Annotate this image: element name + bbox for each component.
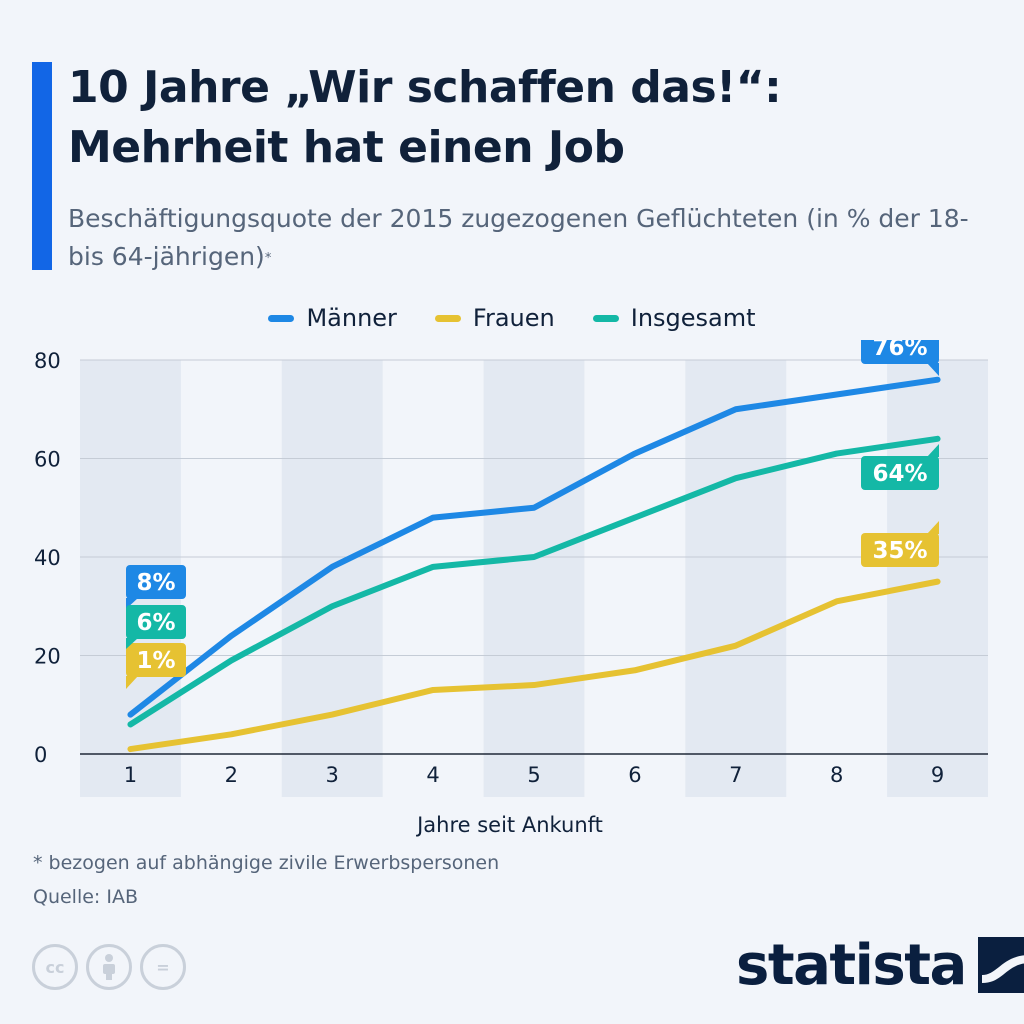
data-label-text: 35%	[872, 538, 927, 564]
data-label-insgesamt: 6%	[126, 605, 186, 649]
data-label-männer: 8%	[126, 565, 186, 609]
x-tick-label: 4	[426, 763, 439, 787]
data-label-pointer	[126, 676, 138, 689]
data-label-pointer	[927, 521, 939, 534]
x-tick-label: 5	[527, 763, 540, 787]
y-tick-label: 40	[34, 546, 61, 570]
data-label-box	[126, 565, 186, 599]
legend-item-maenner: Männer	[268, 300, 397, 336]
data-label-box	[861, 533, 939, 567]
legend-swatch-maenner	[268, 314, 295, 322]
y-tick-label: 80	[34, 349, 61, 373]
chart-title: 10 Jahre „Wir schaffen das!“: Mehrheit h…	[68, 62, 782, 173]
data-label-box	[861, 340, 939, 364]
x-tick-label: 6	[628, 763, 641, 787]
data-label-frauen: 35%	[861, 521, 939, 567]
footnote: * bezogen auf abhängige zivile Erwerbspe…	[33, 852, 500, 874]
y-tick-label: 20	[34, 645, 61, 669]
attribution-icon[interactable]	[86, 944, 132, 990]
x-tick-label: 1	[124, 763, 137, 787]
data-label-text: 76%	[872, 340, 927, 361]
brand-wordmark: statista	[736, 932, 967, 998]
statista-logo[interactable]: statista	[736, 930, 1024, 1000]
y-tick-label: 60	[34, 448, 61, 472]
line-chart: 0 20 40 60 80 1 2 3 4 5 6 7 8 9 Jahre seit Ankunft 8% 76…	[34, 340, 988, 837]
statista-logo-icon	[977, 937, 1024, 993]
data-label-text: 8%	[136, 570, 175, 596]
data-label-insgesamt: 64%	[861, 444, 939, 490]
license-icons: cc =	[32, 944, 186, 990]
column-band	[483, 360, 585, 797]
person-icon	[103, 954, 115, 980]
legend-label-insgesamt: Insgesamt	[630, 304, 756, 332]
y-tick-label: 0	[34, 743, 47, 767]
x-tick-label: 9	[931, 763, 944, 787]
x-tick-label: 2	[225, 763, 238, 787]
data-label-text: 6%	[136, 610, 175, 636]
x-tick-label: 7	[729, 763, 742, 787]
data-label-text: 64%	[872, 461, 927, 487]
data-label-box	[126, 605, 186, 639]
legend-label-maenner: Männer	[306, 304, 397, 332]
title-accent-bar	[32, 62, 52, 270]
subtitle-text: Beschäftigungsquote der 2015 zugezogenen…	[68, 204, 969, 271]
legend-swatch-frauen	[434, 314, 461, 322]
data-label-frauen: 1%	[126, 643, 186, 689]
chart-legend: Männer Frauen Insgesamt	[0, 300, 1024, 336]
x-tick-label: 3	[326, 763, 339, 787]
legend-label-frauen: Frauen	[472, 304, 555, 332]
legend-swatch-insgesamt	[592, 314, 619, 322]
data-label-männer: 76%	[861, 340, 939, 376]
source-note: Quelle: IAB	[33, 886, 139, 908]
data-label-pointer	[927, 363, 939, 376]
data-label-box	[861, 456, 939, 490]
column-band	[685, 360, 787, 797]
subtitle-footnote-mark: *	[264, 251, 272, 266]
data-label-text: 1%	[136, 648, 175, 674]
data-label-pointer	[126, 638, 138, 649]
column-band	[281, 360, 383, 797]
data-label-box	[126, 643, 186, 677]
x-tick-label: 8	[830, 763, 843, 787]
column-band	[887, 360, 988, 797]
chart-subtitle: Beschäftigungsquote der 2015 zugezogenen…	[68, 200, 998, 276]
legend-item-insgesamt: Insgesamt	[592, 300, 756, 336]
legend-item-frauen: Frauen	[434, 300, 555, 336]
data-label-pointer	[927, 444, 939, 457]
creative-commons-icon[interactable]: cc	[32, 944, 78, 990]
x-axis-title: Jahre seit Ankunft	[415, 813, 603, 837]
no-derivatives-icon[interactable]: =	[140, 944, 186, 990]
